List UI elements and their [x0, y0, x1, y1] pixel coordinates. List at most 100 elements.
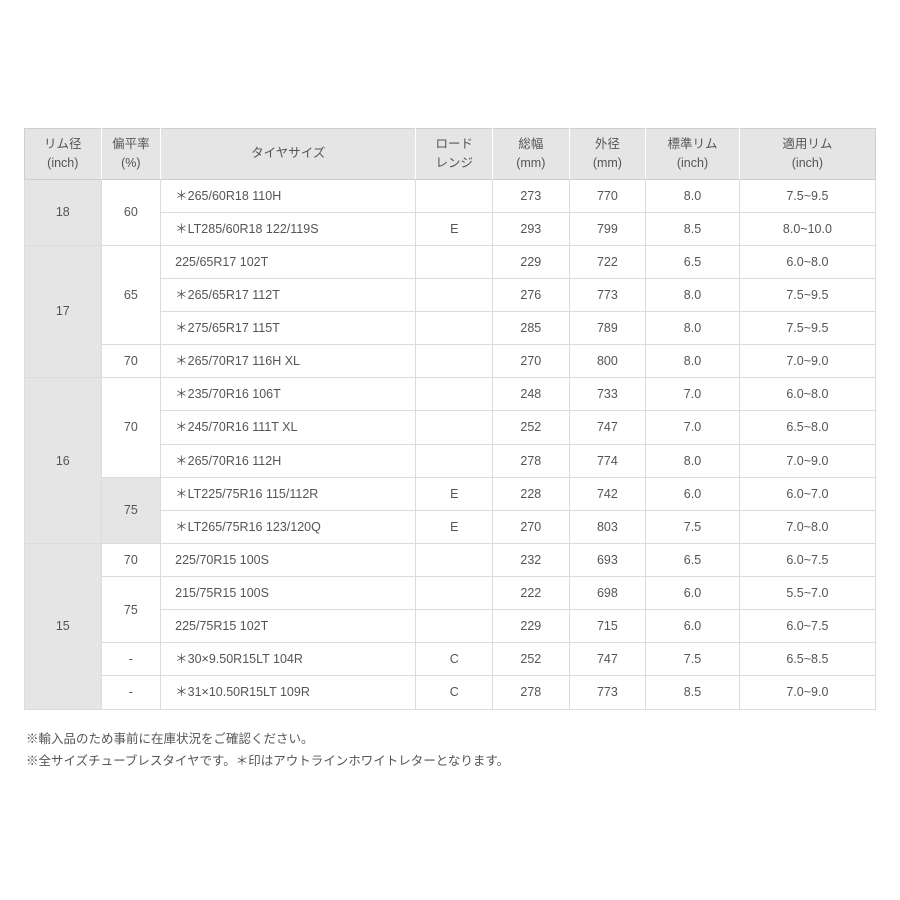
cell-load-range: E [416, 510, 493, 543]
header-unit: (inch) [47, 156, 78, 170]
header-aspect: 偏平率 (%) [101, 129, 161, 180]
cell-std-rim: 8.0 [646, 312, 740, 345]
cell-std-rim: 7.0 [646, 411, 740, 444]
cell-total-width: 222 [493, 577, 570, 610]
cell-app-rim: 6.5~8.0 [739, 411, 875, 444]
header-unit: (mm) [593, 156, 622, 170]
footnote-line: ※全サイズチューブレスタイヤです。＊印はアウトラインホワイトレターとなります。 [26, 750, 876, 773]
header-load-range: ロード レンジ [416, 129, 493, 180]
header-label: ロード [435, 137, 473, 151]
cell-std-rim: 6.0 [646, 577, 740, 610]
cell-std-rim: 8.0 [646, 278, 740, 311]
cell-load-range [416, 278, 493, 311]
cell-outer-diameter: 693 [569, 543, 646, 576]
cell-std-rim: 7.0 [646, 378, 740, 411]
cell-aspect-ratio: 70 [101, 378, 161, 477]
header-unit: (mm) [516, 156, 545, 170]
cell-app-rim: 7.0~9.0 [739, 444, 875, 477]
table-row: 1860＊265/60R18 110H2737708.07.5~9.5 [25, 179, 876, 212]
cell-outer-diameter: 747 [569, 411, 646, 444]
cell-load-range [416, 312, 493, 345]
cell-aspect-ratio: 65 [101, 245, 161, 344]
cell-app-rim: 7.5~9.5 [739, 278, 875, 311]
cell-std-rim: 6.0 [646, 477, 740, 510]
cell-tire-size: ＊30×9.50R15LT 104R [161, 643, 416, 676]
cell-app-rim: 7.0~9.0 [739, 345, 875, 378]
table-header: リム径 (inch) 偏平率 (%) タイヤサイズ ロード レンジ 総幅 (mm… [25, 129, 876, 180]
table-row: 75＊LT225/75R16 115/112RE2287426.06.0~7.0 [25, 477, 876, 510]
cell-load-range: E [416, 212, 493, 245]
cell-total-width: 252 [493, 411, 570, 444]
cell-std-rim: 8.0 [646, 179, 740, 212]
cell-load-range: E [416, 477, 493, 510]
table-row: 70＊265/70R17 116H XL2708008.07.0~9.0 [25, 345, 876, 378]
table-row: 1670＊235/70R16 106T2487337.06.0~8.0 [25, 378, 876, 411]
cell-total-width: 270 [493, 510, 570, 543]
cell-aspect-ratio: 70 [101, 345, 161, 378]
cell-total-width: 293 [493, 212, 570, 245]
cell-outer-diameter: 715 [569, 610, 646, 643]
cell-total-width: 229 [493, 245, 570, 278]
cell-rim-diameter: 15 [25, 543, 102, 709]
cell-tire-size: ＊265/65R17 112T [161, 278, 416, 311]
cell-outer-diameter: 789 [569, 312, 646, 345]
cell-app-rim: 8.0~10.0 [739, 212, 875, 245]
table-row: -＊30×9.50R15LT 104RC2527477.56.5~8.5 [25, 643, 876, 676]
table-row: 1570225/70R15 100S2326936.56.0~7.5 [25, 543, 876, 576]
cell-aspect-ratio: 70 [101, 543, 161, 576]
table-row: 75215/75R15 100S2226986.05.5~7.0 [25, 577, 876, 610]
header-label: リム径 [44, 137, 82, 151]
cell-total-width: 278 [493, 444, 570, 477]
header-total-width: 総幅 (mm) [493, 129, 570, 180]
cell-aspect-ratio: 60 [101, 179, 161, 245]
cell-std-rim: 6.0 [646, 610, 740, 643]
cell-total-width: 232 [493, 543, 570, 576]
header-label: 総幅 [518, 137, 543, 151]
cell-rim-diameter: 16 [25, 378, 102, 544]
cell-load-range [416, 610, 493, 643]
cell-total-width: 285 [493, 312, 570, 345]
cell-tire-size: ＊LT285/60R18 122/119S [161, 212, 416, 245]
cell-outer-diameter: 698 [569, 577, 646, 610]
cell-std-rim: 8.0 [646, 444, 740, 477]
header-outer-diameter: 外径 (mm) [569, 129, 646, 180]
cell-aspect-ratio: 75 [101, 477, 161, 543]
cell-load-range [416, 245, 493, 278]
cell-app-rim: 6.0~7.5 [739, 610, 875, 643]
cell-load-range [416, 378, 493, 411]
header-label: 標準リム [667, 137, 717, 151]
table-row: 1765225/65R17 102T2297226.56.0~8.0 [25, 245, 876, 278]
cell-app-rim: 6.0~7.5 [739, 543, 875, 576]
cell-total-width: 229 [493, 610, 570, 643]
header-std-rim: 標準リム (inch) [646, 129, 740, 180]
header-rim-diameter: リム径 (inch) [25, 129, 102, 180]
cell-rim-diameter: 17 [25, 245, 102, 378]
cell-total-width: 228 [493, 477, 570, 510]
cell-tire-size: 225/65R17 102T [161, 245, 416, 278]
cell-outer-diameter: 800 [569, 345, 646, 378]
cell-outer-diameter: 773 [569, 278, 646, 311]
cell-load-range: C [416, 643, 493, 676]
cell-total-width: 276 [493, 278, 570, 311]
cell-total-width: 270 [493, 345, 570, 378]
header-unit: レンジ [435, 156, 473, 170]
cell-load-range [416, 179, 493, 212]
cell-outer-diameter: 747 [569, 643, 646, 676]
cell-outer-diameter: 773 [569, 676, 646, 709]
cell-aspect-ratio: - [101, 643, 161, 676]
cell-outer-diameter: 733 [569, 378, 646, 411]
cell-tire-size: ＊LT225/75R16 115/112R [161, 477, 416, 510]
cell-std-rim: 6.5 [646, 245, 740, 278]
cell-outer-diameter: 770 [569, 179, 646, 212]
footnote-line: ※輸入品のため事前に在庫状況をご確認ください。 [26, 728, 876, 751]
cell-total-width: 278 [493, 676, 570, 709]
cell-tire-size: ＊235/70R16 106T [161, 378, 416, 411]
footnotes: ※輸入品のため事前に在庫状況をご確認ください。 ※全サイズチューブレスタイヤです… [24, 728, 876, 773]
cell-load-range [416, 411, 493, 444]
table-body: 1860＊265/60R18 110H2737708.07.5~9.5＊LT28… [25, 179, 876, 709]
header-app-rim: 適用リム (inch) [739, 129, 875, 180]
cell-load-range [416, 444, 493, 477]
cell-total-width: 248 [493, 378, 570, 411]
cell-tire-size: ＊275/65R17 115T [161, 312, 416, 345]
cell-tire-size: 225/70R15 100S [161, 543, 416, 576]
